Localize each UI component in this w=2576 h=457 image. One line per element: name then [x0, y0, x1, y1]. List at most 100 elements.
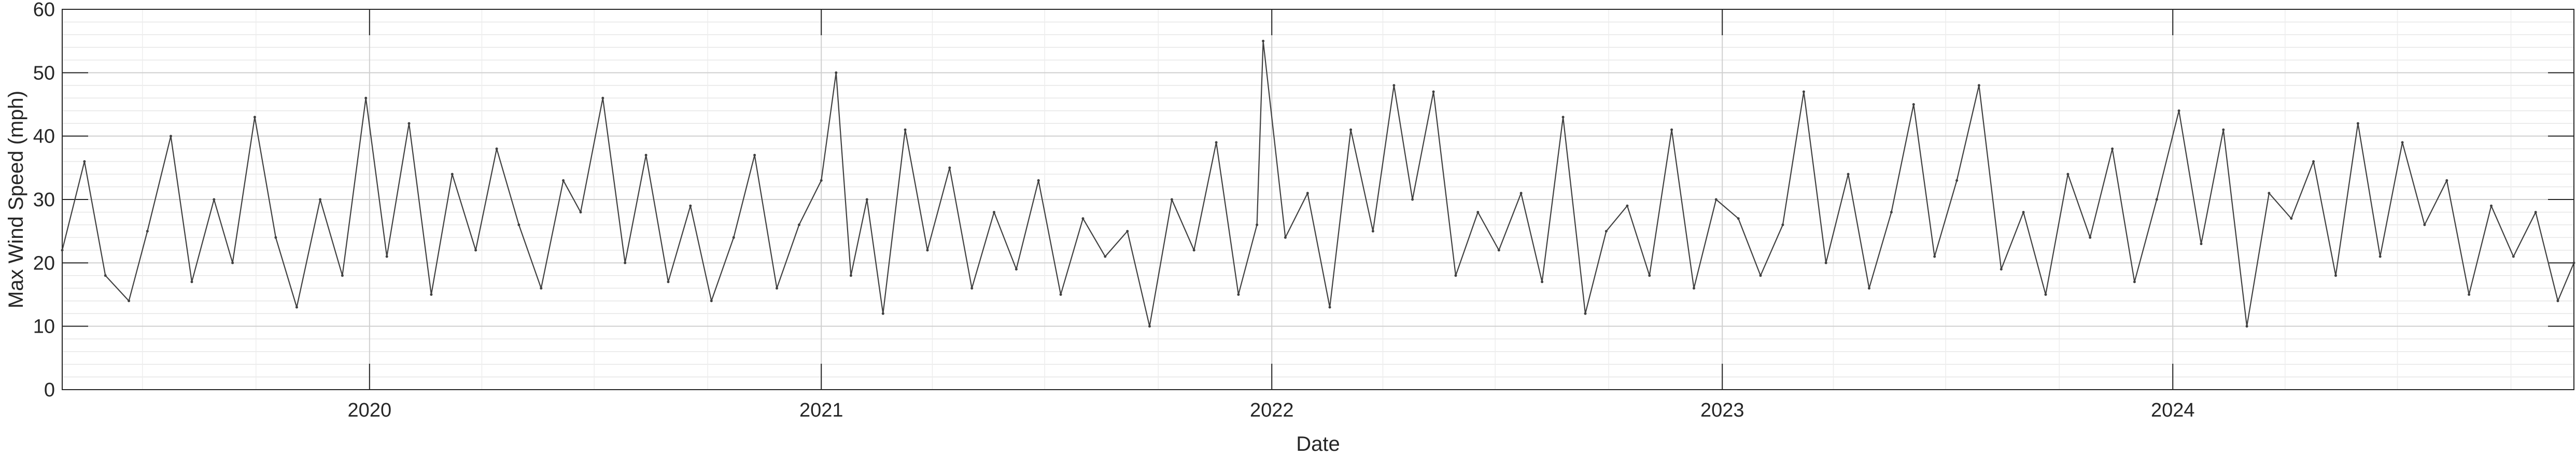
data-point: [2534, 211, 2537, 213]
data-point: [2468, 293, 2471, 296]
data-point: [1693, 287, 1695, 290]
data-point: [104, 274, 107, 277]
data-point: [1256, 223, 1259, 226]
data-point: [797, 223, 800, 226]
data-point: [495, 147, 498, 150]
x-tick-labels: 2020 2021 2022 2023 2024: [348, 399, 2195, 421]
data-point: [2177, 109, 2180, 112]
data-point: [1561, 116, 1565, 119]
data-point: [430, 293, 433, 296]
data-point: [993, 211, 995, 213]
data-point: [1497, 249, 1500, 252]
data-point: [213, 198, 216, 201]
data-point: [540, 287, 543, 290]
data-point: [2245, 325, 2248, 328]
data-point: [1104, 255, 1107, 258]
wind-speed-line: [61, 40, 2575, 327]
y-tick-label: 30: [33, 189, 55, 211]
data-point: [820, 179, 823, 182]
data-point: [2133, 280, 2136, 283]
data-point: [1306, 192, 1309, 195]
data-point: [128, 299, 131, 303]
data-point: [1759, 274, 1762, 277]
data-point: [2044, 293, 2047, 296]
data-point: [1955, 179, 1959, 182]
data-point: [2401, 141, 2404, 144]
data-point: [2290, 217, 2293, 220]
data-point: [753, 153, 756, 156]
data-point: [451, 173, 454, 176]
data-point: [1170, 198, 1173, 201]
axis-ticks: [62, 9, 2574, 390]
data-point: [1648, 274, 1651, 277]
data-point: [170, 135, 172, 138]
data-point: [601, 96, 604, 99]
data-point: [1284, 236, 1287, 239]
data-point: [1371, 230, 1374, 233]
data-point: [253, 116, 256, 119]
data-point: [2378, 255, 2382, 258]
data-point: [1933, 255, 1936, 258]
data-point: [1541, 280, 1544, 283]
data-point: [1912, 103, 1915, 106]
y-tick-label: 50: [33, 62, 55, 84]
data-point: [2066, 173, 2070, 176]
data-point: [689, 204, 692, 207]
data-point: [83, 160, 86, 163]
data-point: [2490, 204, 2493, 207]
data-point: [2111, 147, 2114, 150]
data-point: [1349, 128, 1353, 131]
data-point: [2512, 255, 2515, 258]
major-grid: [62, 9, 2574, 390]
data-point: [2200, 242, 2203, 246]
y-tick-label: 10: [33, 316, 55, 338]
y-tick-labels: 0 10 20 30 40 50 60: [33, 0, 55, 401]
data-point: [1519, 192, 1523, 195]
x-axis-label: Date: [1296, 433, 1340, 454]
data-point: [231, 261, 234, 264]
data-point: [667, 280, 670, 283]
data-point: [1059, 293, 1062, 296]
data-point: [865, 198, 868, 201]
x-tick-label: 2023: [1700, 399, 1744, 421]
y-axis-label: Max Wind Speed (mph): [5, 91, 27, 308]
data-point: [274, 236, 277, 239]
data-point: [579, 211, 582, 213]
data-point: [1604, 230, 1608, 233]
data-point: [881, 312, 884, 315]
data-point: [1148, 325, 1151, 328]
data-point: [2022, 211, 2025, 213]
data-point: [1890, 211, 1893, 213]
data-point: [2312, 160, 2315, 163]
data-point: [1737, 217, 1740, 220]
data-point: [849, 274, 852, 277]
data-point: [1237, 293, 1240, 296]
data-point: [1432, 90, 1435, 93]
data-point: [926, 249, 929, 252]
x-tick-label: 2021: [799, 399, 843, 421]
data-point: [1192, 249, 1195, 252]
data-point: [1126, 230, 1129, 233]
data-point: [1037, 179, 1040, 182]
data-point: [2155, 198, 2158, 201]
x-tick-label: 2020: [348, 399, 392, 421]
data-point: [1476, 211, 1480, 213]
data-point: [319, 198, 322, 201]
data-point: [190, 280, 193, 283]
data-point: [61, 249, 64, 252]
data-point: [1584, 312, 1587, 315]
data-points: [61, 39, 2575, 328]
data-point: [1714, 198, 1718, 201]
data-point: [1977, 84, 1980, 87]
y-tick-label: 40: [33, 126, 55, 148]
data-point: [1868, 287, 1870, 290]
data-point: [1215, 141, 1218, 144]
data-point: [1670, 128, 1673, 131]
data-point: [1392, 84, 1396, 87]
data-point: [2089, 236, 2092, 239]
data-point: [1781, 223, 1784, 226]
data-point: [1015, 268, 1018, 271]
data-point: [385, 255, 388, 258]
